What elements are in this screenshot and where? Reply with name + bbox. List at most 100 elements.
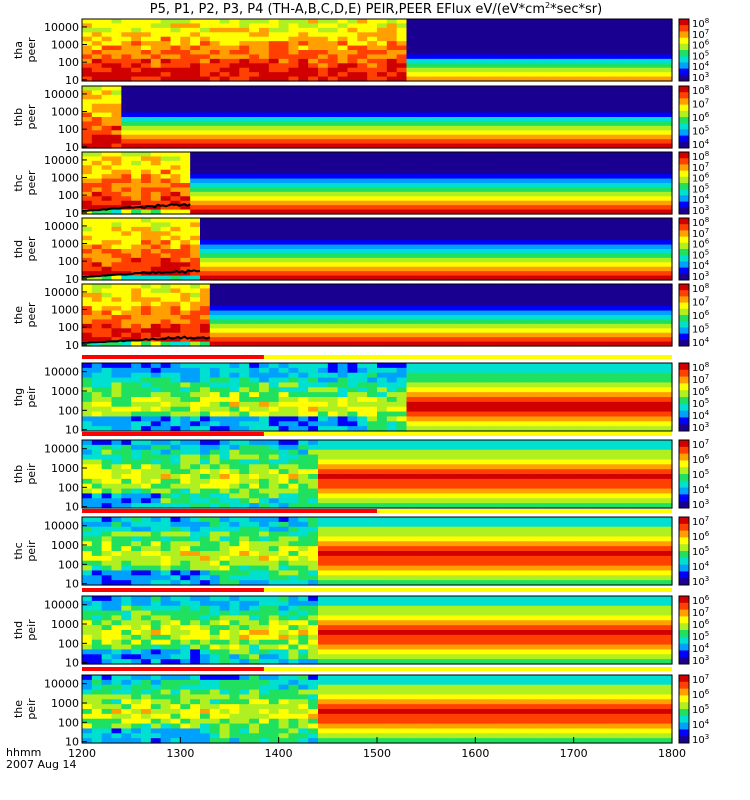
heatmap-cell [534, 117, 545, 123]
heatmap-cell [514, 27, 526, 33]
heatmap-cell [200, 200, 211, 206]
heatmap-cell [150, 99, 162, 105]
heatmap-cell [416, 143, 427, 149]
heatmap-cell [642, 27, 653, 33]
heatmap-cell [495, 117, 506, 123]
heatmap-cell [455, 183, 467, 189]
heatmap-cell [180, 121, 191, 127]
heatmap-cell [406, 377, 417, 384]
heatmap-cell [386, 244, 398, 250]
heatmap-cell [495, 191, 506, 197]
heatmap-cell [101, 235, 113, 241]
heatmap-cell [613, 341, 624, 347]
heatmap-cell [416, 183, 427, 189]
heatmap-cell [396, 323, 408, 329]
heatmap-cell [337, 323, 349, 329]
heatmap-cell [150, 139, 162, 145]
heatmap-cell [101, 130, 113, 136]
heatmap-cell [82, 152, 93, 158]
heatmap-cell [200, 178, 211, 184]
heatmap-cell [613, 174, 624, 180]
heatmap-cell [82, 54, 93, 60]
heatmap-cell [337, 152, 349, 158]
heatmap-cell [82, 67, 93, 73]
heatmap-cell [573, 108, 585, 114]
heatmap-cell [436, 292, 447, 298]
heatmap-cell [436, 58, 447, 64]
heatmap-cell [357, 41, 368, 47]
heatmap-cell [642, 41, 653, 47]
heatmap-cell [200, 226, 211, 232]
heatmap-cell [180, 50, 191, 56]
heatmap-cell [259, 32, 270, 38]
heatmap-cell [377, 196, 388, 202]
heatmap-cell [91, 32, 103, 38]
heatmap-cell [416, 240, 427, 246]
heatmap-cell [455, 165, 467, 171]
colorbar-segment [679, 290, 689, 293]
heatmap-cell [239, 174, 250, 180]
heatmap-cell [82, 165, 93, 171]
heatmap-cell [642, 112, 653, 118]
heatmap-cell [298, 306, 309, 312]
heatmap-cell [554, 86, 565, 92]
heatmap-cell [573, 134, 585, 140]
heatmap-cell [239, 32, 250, 38]
heatmap-cell [396, 36, 408, 42]
heatmap-cell [150, 152, 162, 158]
heatmap-cell [622, 27, 634, 33]
heatmap-cell [259, 108, 270, 114]
heatmap-cell [229, 130, 240, 136]
heatmap-cell [131, 178, 142, 184]
heatmap-cell [504, 292, 516, 298]
colorbar-tick-label: 104 [692, 60, 710, 73]
y-tick-label: 100 [58, 321, 79, 334]
heatmap-cell [121, 121, 132, 127]
heatmap-cell [268, 174, 280, 180]
heatmap-cell [377, 253, 388, 259]
heatmap-cell [160, 292, 172, 298]
heatmap-cell [485, 266, 496, 272]
heatmap-cell [495, 205, 506, 211]
heatmap-cell [131, 86, 142, 92]
heatmap-cell [662, 45, 673, 51]
heatmap-cell [268, 32, 280, 38]
heatmap-cell [544, 200, 555, 206]
heatmap-cell [249, 112, 260, 118]
heatmap-cell [111, 187, 122, 193]
heatmap-cell [406, 205, 417, 211]
heatmap-cell [524, 125, 535, 131]
heatmap-cell [455, 32, 467, 38]
heatmap-cell [82, 218, 93, 224]
heatmap-cell [652, 41, 663, 47]
heatmap-cell [150, 187, 162, 193]
heatmap-cell [229, 426, 240, 432]
heatmap-cell [367, 152, 378, 158]
heatmap-cell [337, 187, 349, 193]
heatmap-cell [288, 143, 299, 149]
heatmap-cell [386, 90, 398, 96]
heatmap-cell [593, 337, 604, 343]
heatmap-cell [141, 63, 152, 69]
heatmap-cell [386, 36, 398, 42]
heatmap-cell [229, 103, 240, 109]
heatmap-cell [170, 392, 181, 398]
heatmap-cell [219, 50, 231, 56]
heatmap-cell [436, 191, 447, 197]
colorbar-segment [679, 238, 689, 242]
heatmap-cell [504, 288, 516, 294]
heatmap-cell [622, 90, 634, 96]
heatmap-cell [495, 143, 506, 149]
heatmap-cell [278, 108, 290, 114]
colorbar-tick-label: 104 [692, 193, 710, 206]
heatmap-cell [308, 253, 319, 259]
heatmap-cell [377, 183, 388, 189]
heatmap-cell [150, 160, 162, 166]
heatmap-cell [347, 23, 358, 29]
heatmap-cell [495, 319, 506, 325]
heatmap-cell [593, 165, 604, 171]
heatmap-cell [229, 156, 240, 162]
heatmap-cell [249, 253, 260, 259]
heatmap-cell [160, 156, 172, 162]
